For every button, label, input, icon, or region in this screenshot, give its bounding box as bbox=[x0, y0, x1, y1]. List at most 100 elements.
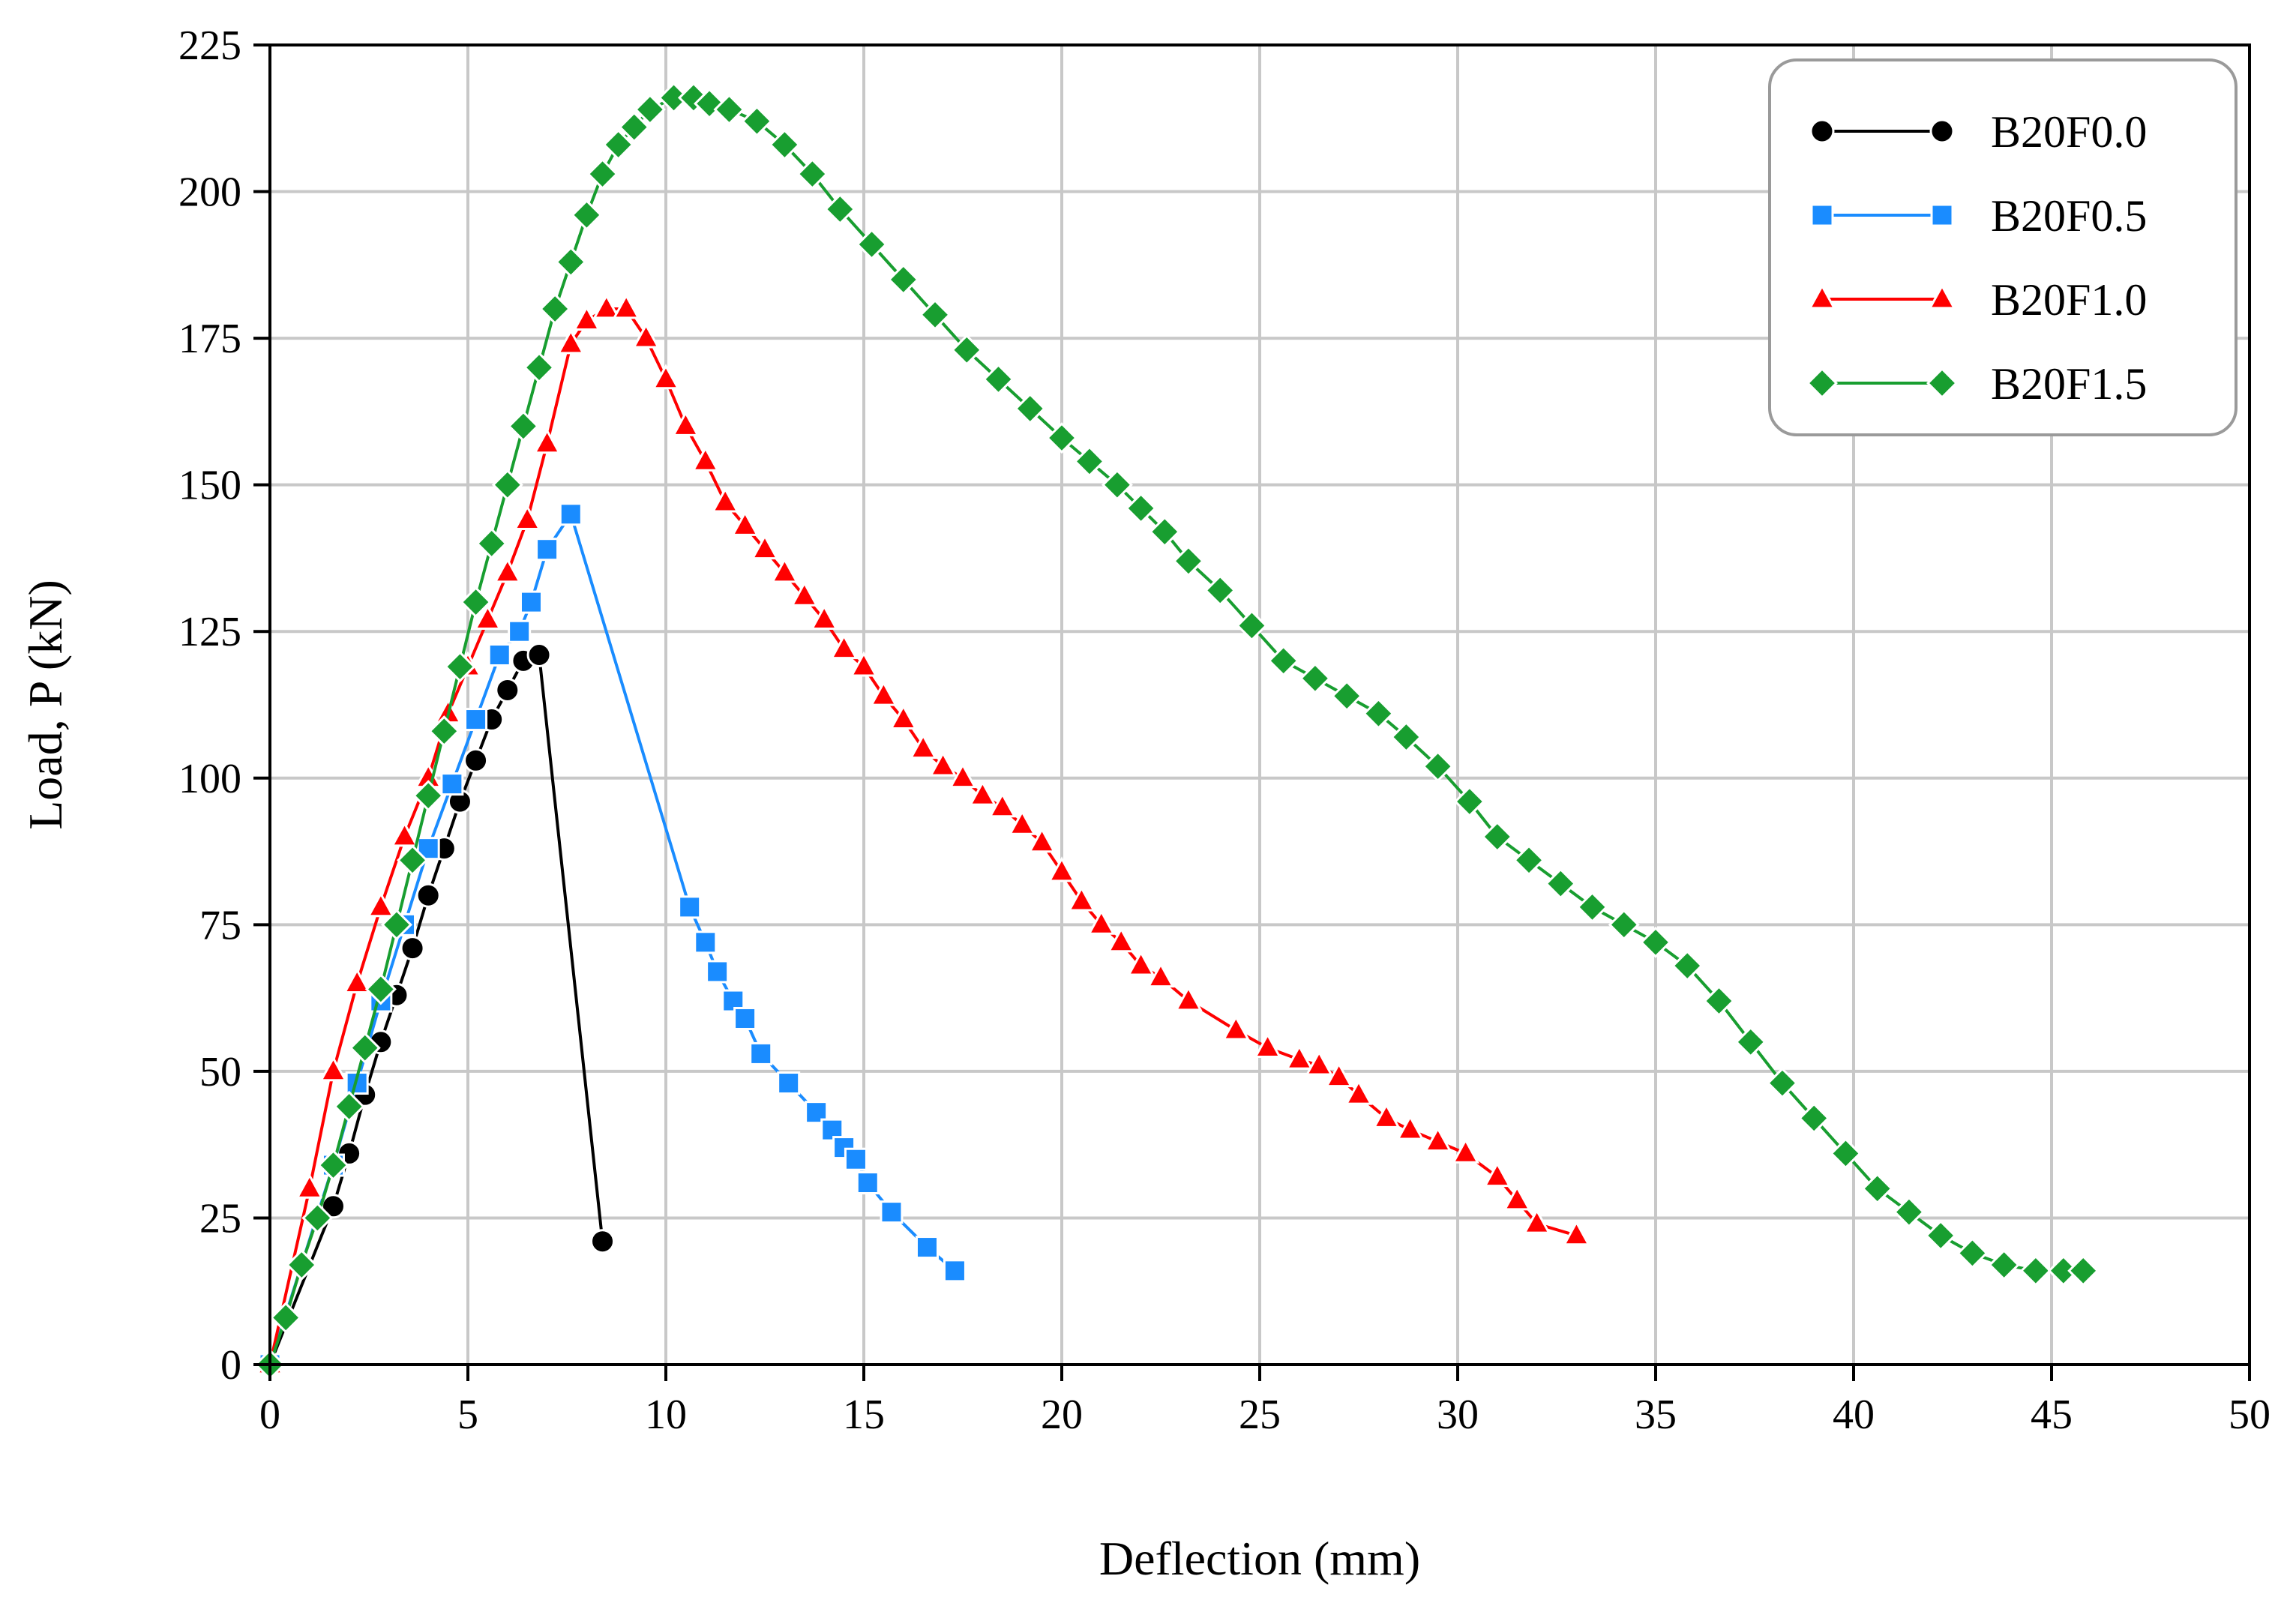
data-point-B20F1.0 bbox=[790, 580, 819, 607]
data-point-B20F1.5 bbox=[713, 94, 745, 126]
data-point-B20F1.5 bbox=[1149, 516, 1181, 548]
y-tick-label: 0 bbox=[220, 1342, 241, 1389]
data-point-B20F1.0 bbox=[889, 703, 918, 730]
data-point-B20F1.5 bbox=[1267, 645, 1299, 677]
data-point-B20F1.5 bbox=[1734, 1026, 1767, 1058]
x-tick-label: 25 bbox=[1239, 1392, 1281, 1438]
legend-label-B20F1.0: B20F1.0 bbox=[1991, 275, 2147, 325]
data-point-B20F1.5 bbox=[475, 527, 508, 559]
data-point-B20F1.5 bbox=[1703, 985, 1735, 1017]
legend-marker-B20F1.5 bbox=[1806, 367, 1839, 400]
series-line-B20F1.0 bbox=[268, 307, 1577, 1365]
data-point-B20F0.5 bbox=[694, 930, 718, 954]
data-point-B20F1.5 bbox=[507, 410, 539, 442]
legend-marker-B20F1.0 bbox=[1808, 283, 1836, 310]
data-point-B20F1.0 bbox=[850, 651, 878, 677]
legend-marker-B20F0.5 bbox=[1810, 203, 1834, 227]
data-point-B20F0.5 bbox=[440, 772, 464, 796]
data-point-B20F1.0 bbox=[631, 322, 661, 349]
data-point-B20F1.5 bbox=[2067, 1254, 2100, 1287]
data-point-B20F1.5 bbox=[412, 780, 445, 812]
data-point-B20F0.0 bbox=[415, 882, 441, 908]
data-point-B20F1.5 bbox=[1830, 1137, 1862, 1170]
data-point-B20F1.0 bbox=[1562, 1220, 1591, 1246]
data-point-B20F1.0 bbox=[1067, 885, 1096, 912]
data-point-B20F1.0 bbox=[988, 792, 1017, 818]
data-point-B20F1.0 bbox=[1147, 962, 1175, 988]
data-point-B20F1.5 bbox=[428, 715, 460, 748]
data-point-B20F1.5 bbox=[301, 1202, 334, 1234]
data-point-B20F1.5 bbox=[555, 246, 587, 278]
data-point-B20F1.0 bbox=[1027, 827, 1057, 853]
legend-marker-B20F0.5 bbox=[1930, 203, 1954, 227]
data-point-B20F1.0 bbox=[671, 410, 700, 436]
y-tick-label: 150 bbox=[178, 463, 241, 509]
data-point-B20F1.5 bbox=[951, 334, 983, 366]
data-point-B20F1.5 bbox=[1331, 680, 1363, 712]
data-point-B20F1.0 bbox=[949, 763, 977, 789]
legend-label-B20F0.0: B20F0.0 bbox=[1991, 107, 2147, 157]
x-tick-label: 0 bbox=[259, 1392, 280, 1438]
data-point-B20F1.5 bbox=[1299, 662, 1331, 694]
x-tick-label: 5 bbox=[457, 1392, 478, 1438]
data-point-B20F0.0 bbox=[400, 936, 425, 961]
y-axis-title: Load, P (kN) bbox=[19, 580, 72, 830]
x-tick-label: 30 bbox=[1437, 1392, 1479, 1438]
data-point-B20F0.5 bbox=[508, 619, 532, 643]
data-point-B20F1.0 bbox=[1483, 1161, 1512, 1188]
legend-marker-B20F0.0 bbox=[1929, 118, 1955, 144]
data-point-B20F1.5 bbox=[1925, 1219, 1957, 1251]
data-point-B20F1.5 bbox=[1390, 721, 1422, 754]
data-point-B20F1.0 bbox=[1305, 1050, 1333, 1076]
legend-box bbox=[1768, 58, 2238, 436]
data-point-B20F1.5 bbox=[618, 111, 650, 143]
data-point-B20F1.0 bbox=[1174, 985, 1203, 1011]
data-point-B20F1.0 bbox=[730, 510, 760, 536]
data-point-B20F0.0 bbox=[526, 643, 552, 668]
data-point-B20F1.0 bbox=[711, 487, 739, 513]
data-point-B20F0.5 bbox=[733, 1006, 757, 1030]
data-point-B20F1.5 bbox=[1608, 909, 1640, 941]
data-point-B20F1.5 bbox=[1545, 867, 1577, 900]
data-point-B20F1.0 bbox=[343, 967, 371, 993]
y-tick-label: 225 bbox=[178, 22, 241, 69]
x-tick-label: 50 bbox=[2229, 1392, 2271, 1438]
data-point-B20F0.5 bbox=[844, 1147, 868, 1171]
data-point-B20F1.5 bbox=[586, 158, 619, 190]
data-point-B20F1.0 bbox=[319, 1056, 348, 1082]
data-point-B20F1.0 bbox=[1423, 1126, 1452, 1152]
data-point-B20F1.5 bbox=[1798, 1102, 1830, 1134]
data-point-B20F0.0 bbox=[495, 677, 520, 703]
data-point-B20F1.5 bbox=[1101, 469, 1133, 501]
data-point-B20F1.0 bbox=[1253, 1032, 1282, 1058]
data-point-B20F1.5 bbox=[270, 1302, 302, 1334]
data-point-B20F1.0 bbox=[1221, 1014, 1250, 1041]
data-point-B20F1.5 bbox=[1861, 1173, 1893, 1205]
y-tick-label: 125 bbox=[178, 609, 241, 655]
data-point-B20F1.5 bbox=[1045, 422, 1078, 454]
data-point-B20F0.5 bbox=[943, 1259, 967, 1283]
data-point-B20F1.5 bbox=[602, 128, 634, 160]
x-axis-ticks: 0 5 10 15 20 25 30 35 40 45 50 bbox=[259, 1365, 2271, 1438]
data-point-B20F1.0 bbox=[869, 680, 898, 706]
data-point-B20F1.0 bbox=[1285, 1044, 1314, 1070]
data-point-B20F0.5 bbox=[856, 1171, 880, 1195]
data-point-B20F1.0 bbox=[390, 821, 419, 847]
data-point-B20F1.5 bbox=[1988, 1249, 2020, 1281]
x-axis-title: Deflection (mm) bbox=[1099, 1532, 1420, 1585]
series-B20F1.5 bbox=[253, 82, 2100, 1381]
data-point-B20F1.0 bbox=[691, 445, 720, 472]
legend: B20F0.0 B20F0.5 B20F1.0 B20F1.5 bbox=[1768, 58, 2238, 436]
data-point-B20F1.0 bbox=[928, 751, 958, 777]
data-point-B20F1.0 bbox=[513, 504, 541, 530]
data-point-B20F1.5 bbox=[1453, 786, 1485, 818]
data-point-B20F1.0 bbox=[1324, 1062, 1353, 1088]
data-point-B20F1.5 bbox=[982, 363, 1015, 395]
data-point-B20F1.5 bbox=[491, 469, 523, 501]
data-point-B20F1.0 bbox=[751, 534, 779, 560]
data-point-B20F0.5 bbox=[915, 1236, 939, 1260]
series-line-B20F0.0 bbox=[268, 652, 604, 1365]
data-point-B20F1.0 bbox=[1396, 1114, 1425, 1140]
